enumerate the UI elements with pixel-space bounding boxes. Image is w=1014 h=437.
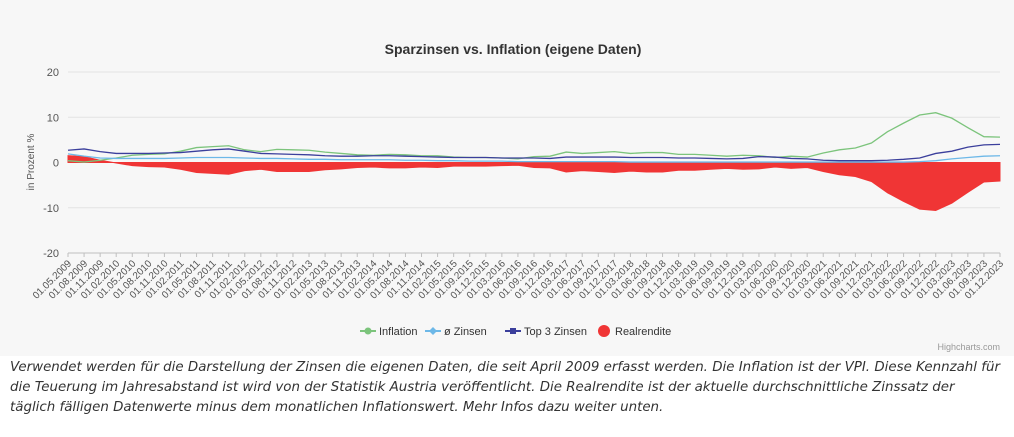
legend-label: Realrendite xyxy=(615,326,671,338)
legend-marker xyxy=(364,327,372,335)
realrendite-area xyxy=(67,155,1001,211)
y-tick-label: 0 xyxy=(53,158,59,170)
y-tick-label: -10 xyxy=(43,203,59,215)
chart-caption: Verwendet werden für die Darstellung der… xyxy=(10,360,1000,415)
credits-link[interactable]: Highcharts.com xyxy=(937,342,1000,352)
chart-panel: Sparzinsen vs. Inflation (eigene Daten) 2… xyxy=(26,41,1007,352)
legend-item-zinsen[interactable]: ø Zinsen xyxy=(425,326,487,338)
y-tick-label: 20 xyxy=(47,67,59,79)
legend-item-top-3-zinsen[interactable]: Top 3 Zinsen xyxy=(505,326,587,338)
legend-label: ø Zinsen xyxy=(444,326,487,338)
legend-marker xyxy=(429,327,437,335)
y-tick-label: 10 xyxy=(47,112,59,124)
legend-item-inflation[interactable]: Inflation xyxy=(360,326,418,338)
line-chart: Sparzinsen vs. Inflation (eigene Daten) 2… xyxy=(26,41,1006,352)
legend-label: Top 3 Zinsen xyxy=(524,326,587,338)
legend-label: Inflation xyxy=(379,326,418,338)
chart-title: Sparzinsen vs. Inflation (eigene Daten) xyxy=(385,41,642,57)
legend-symbol xyxy=(598,325,610,337)
series-line-top-3-zinsen xyxy=(67,143,1001,162)
y-tick-label: -20 xyxy=(43,248,59,260)
series-line-zinsen xyxy=(67,153,1001,163)
legend-marker xyxy=(510,328,516,334)
y-axis-title: in Prozent % xyxy=(26,134,37,191)
series-line-inflation xyxy=(67,112,1001,163)
legend-item-realrendite[interactable]: Realrendite xyxy=(598,325,671,338)
